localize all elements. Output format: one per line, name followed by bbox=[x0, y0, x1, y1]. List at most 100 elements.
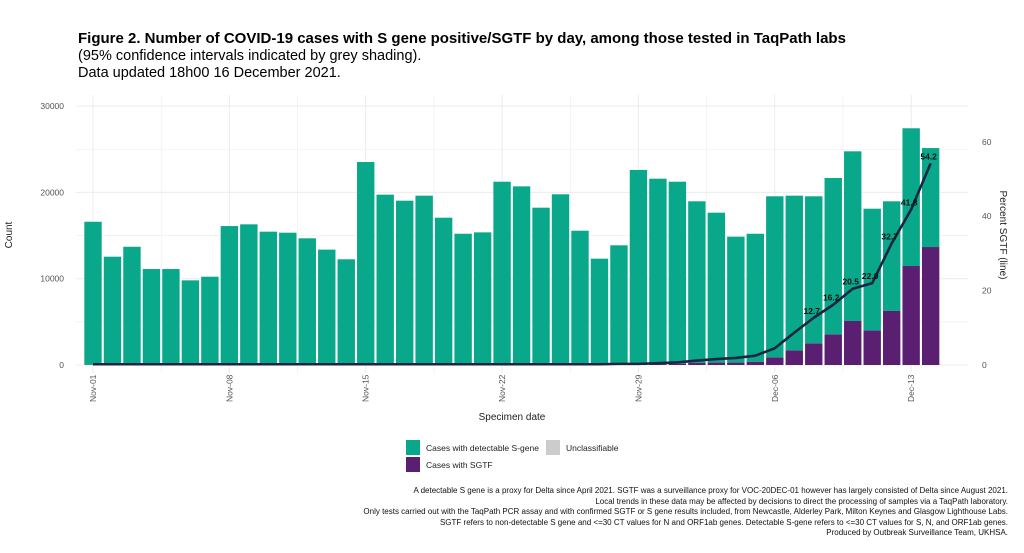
figure-subtitle: (95% confidence intervals indicated by g… bbox=[78, 48, 422, 64]
y2-tick-label: 20 bbox=[982, 286, 992, 296]
y-axis-label: Count bbox=[4, 221, 15, 248]
x-tick-label: Nov-22 bbox=[497, 374, 507, 402]
y-tick-label: 10000 bbox=[40, 274, 64, 284]
bar-detectable bbox=[220, 226, 239, 365]
bar-detectable bbox=[688, 201, 706, 364]
legend-item-sgtf: Cases with SGTF bbox=[406, 457, 493, 472]
bar-detectable bbox=[123, 246, 141, 365]
bar-detectable bbox=[746, 233, 765, 362]
bar-detectable bbox=[766, 196, 784, 358]
footnote: A detectable S gene is a proxy for Delta… bbox=[413, 486, 1008, 495]
bar-detectable bbox=[473, 232, 492, 365]
percent-sgtf-line bbox=[93, 162, 932, 366]
data-label: 54.2 bbox=[920, 151, 937, 161]
x-tick-label: Nov-08 bbox=[224, 374, 234, 402]
x-axis-label: Specimen date bbox=[479, 412, 546, 423]
footnote: Produced by Outbreak Surveillance Team, … bbox=[826, 528, 1008, 537]
bar-detectable bbox=[921, 148, 940, 248]
bar-detectable bbox=[454, 233, 472, 365]
legend-swatch bbox=[406, 440, 420, 455]
bar-detectable bbox=[298, 238, 316, 365]
bar-detectable bbox=[707, 212, 726, 363]
bar-detectable bbox=[162, 269, 180, 365]
bar-detectable bbox=[337, 259, 355, 365]
y-tick-label: 0 bbox=[59, 360, 64, 370]
bar-detectable bbox=[824, 177, 842, 335]
footnote: SGTF refers to non-detectable S gene and… bbox=[439, 517, 1008, 527]
bar-detectable bbox=[668, 181, 687, 364]
bar-detectable bbox=[493, 181, 511, 365]
bar-detectable bbox=[142, 269, 161, 365]
bar-detectable bbox=[376, 194, 394, 365]
bar-detectable bbox=[863, 208, 881, 331]
data-updated-note: Data updated 18h00 16 December 2021. bbox=[78, 65, 341, 81]
data-label: 41.8 bbox=[901, 198, 918, 208]
bar-detectable bbox=[395, 200, 414, 365]
bar-detectable bbox=[785, 195, 803, 351]
bar-sgtf bbox=[882, 310, 901, 365]
bar-detectable bbox=[610, 245, 628, 365]
y2-tick-label: 0 bbox=[982, 360, 987, 370]
legend-item-detectable: Cases with detectable S-gene bbox=[406, 440, 539, 455]
bar-sgtf bbox=[649, 364, 667, 365]
bar-sgtf bbox=[785, 350, 803, 365]
y2-tick-label: 40 bbox=[982, 211, 992, 221]
data-label: 20.5 bbox=[842, 277, 859, 287]
legend-item-unclassifiable: Unclassifiable bbox=[546, 440, 618, 455]
bar-detectable bbox=[649, 178, 667, 365]
bar-detectable bbox=[240, 224, 258, 365]
x-tick-label: Dec-13 bbox=[906, 374, 916, 402]
legend-label: Cases with detectable S-gene bbox=[426, 442, 539, 453]
bar-detectable bbox=[357, 162, 375, 365]
data-label: 22.0 bbox=[862, 271, 879, 281]
x-tick-label: Dec-06 bbox=[770, 374, 780, 402]
bar-detectable bbox=[551, 194, 570, 365]
bar-sgtf bbox=[688, 363, 706, 365]
bar-detectable bbox=[590, 258, 609, 365]
bar-sgtf bbox=[766, 357, 784, 365]
bar-sgtf bbox=[707, 362, 726, 365]
bar-sgtf bbox=[668, 363, 687, 365]
footnotes: A detectable S gene is a proxy for Delta… bbox=[363, 486, 1008, 539]
bar-sgtf bbox=[902, 266, 920, 365]
bar-detectable bbox=[571, 230, 589, 365]
figure-title: Figure 2. Number of COVID-19 cases with … bbox=[78, 30, 846, 47]
bar-detectable bbox=[512, 186, 531, 365]
bar-detectable bbox=[259, 231, 278, 365]
bar-sgtf bbox=[921, 247, 940, 365]
bar-detectable bbox=[84, 221, 102, 365]
bar-detectable bbox=[279, 232, 297, 365]
bar-sgtf bbox=[824, 334, 842, 365]
y2-tick-label: 60 bbox=[982, 137, 992, 147]
bar-sgtf bbox=[863, 330, 881, 365]
x-tick-label: Nov-15 bbox=[361, 374, 371, 402]
y-tick-label: 30000 bbox=[40, 101, 64, 111]
bar-detectable bbox=[434, 217, 453, 365]
bar-sgtf bbox=[844, 320, 862, 365]
bar-sgtf bbox=[805, 343, 823, 365]
data-label: 12.7 bbox=[803, 306, 820, 316]
bar-sgtf bbox=[746, 361, 765, 365]
bar-sgtf bbox=[727, 362, 745, 365]
bar-detectable bbox=[181, 280, 200, 365]
bar-detectable bbox=[844, 151, 862, 321]
bar-detectable bbox=[415, 195, 433, 365]
bar-detectable bbox=[103, 256, 122, 365]
bar-detectable bbox=[318, 249, 336, 365]
y-tick-label: 20000 bbox=[40, 187, 64, 197]
footnote: Only tests carried out with the TaqPath … bbox=[363, 507, 1008, 516]
bar-detectable bbox=[882, 201, 901, 311]
bar-detectable bbox=[805, 196, 823, 344]
bar-detectable bbox=[201, 276, 219, 365]
bar-detectable bbox=[902, 128, 920, 267]
legend-label: Cases with SGTF bbox=[426, 459, 493, 470]
bar-detectable bbox=[629, 169, 648, 365]
data-label: 32.7 bbox=[881, 231, 898, 241]
footnote: Local trends in these data may be affect… bbox=[595, 496, 1008, 506]
bar-detectable bbox=[532, 207, 550, 365]
x-tick-label: Nov-01 bbox=[88, 374, 98, 402]
legend-swatch bbox=[546, 440, 560, 455]
x-tick-label: Nov-29 bbox=[633, 374, 643, 402]
data-label: 16.2 bbox=[823, 293, 840, 303]
